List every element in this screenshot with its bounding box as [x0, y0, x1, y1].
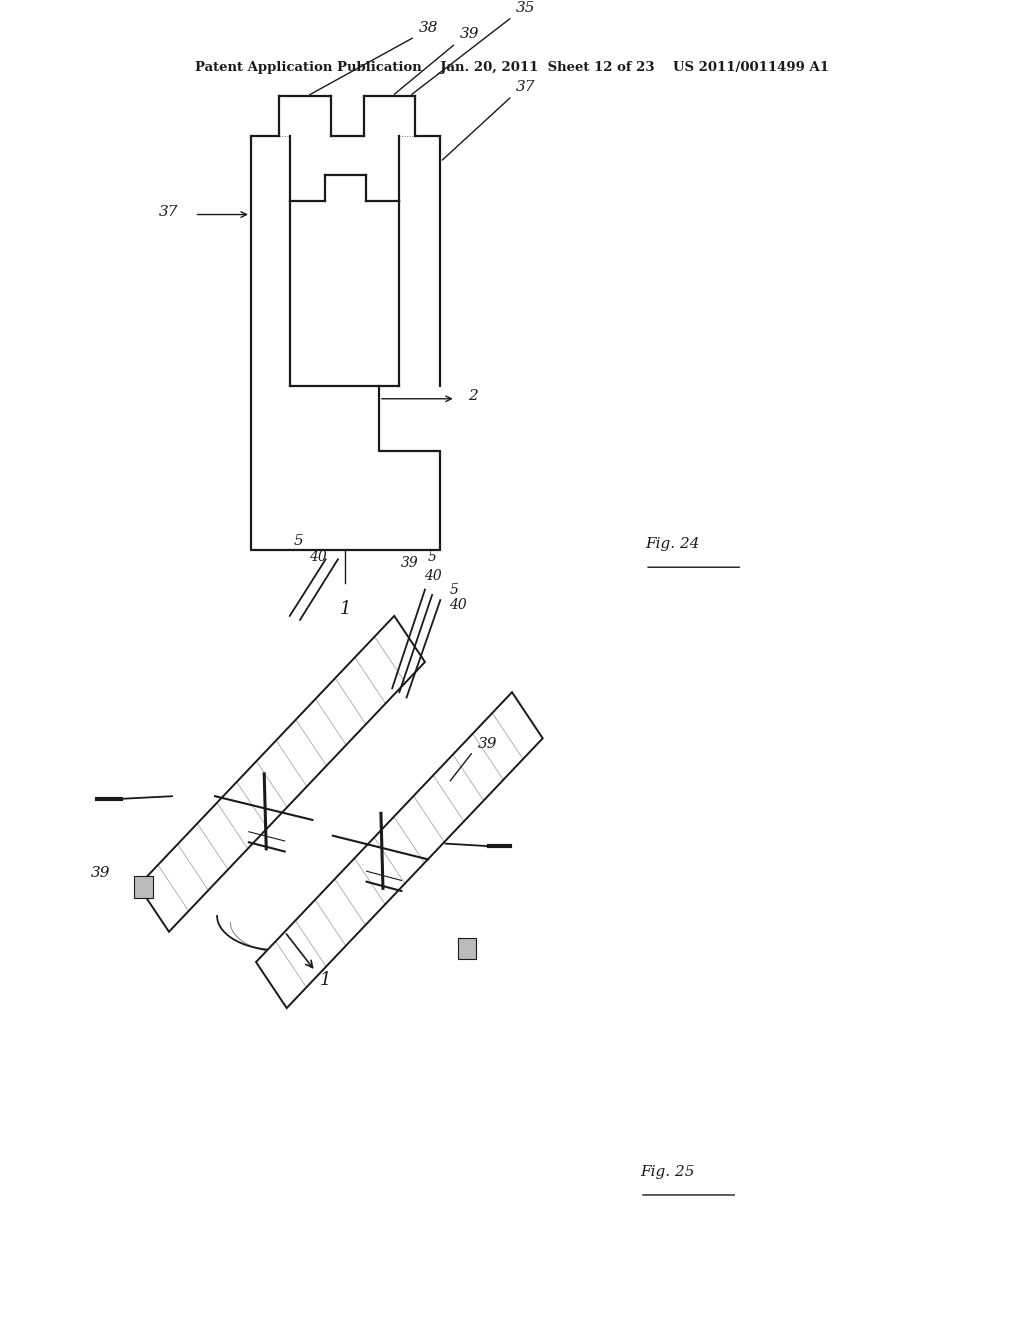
Text: Fig. 25: Fig. 25 — [640, 1164, 694, 1179]
Bar — [458, 939, 476, 960]
Text: 38: 38 — [419, 21, 439, 34]
Text: 2: 2 — [468, 389, 478, 403]
Text: 39: 39 — [90, 866, 111, 879]
Text: 1: 1 — [319, 972, 332, 990]
Polygon shape — [256, 692, 543, 1008]
Text: 35: 35 — [515, 1, 536, 15]
Text: 5: 5 — [428, 549, 436, 564]
Text: 5: 5 — [294, 533, 304, 548]
Text: Patent Application Publication    Jan. 20, 2011  Sheet 12 of 23    US 2011/00114: Patent Application Publication Jan. 20, … — [195, 61, 829, 74]
Text: 39: 39 — [400, 556, 419, 570]
Text: 37: 37 — [159, 205, 179, 219]
Text: 39: 39 — [477, 737, 498, 751]
Text: Fig. 24: Fig. 24 — [645, 537, 699, 550]
Text: 5: 5 — [450, 582, 458, 597]
Text: 40: 40 — [449, 598, 467, 612]
Text: 1: 1 — [339, 601, 351, 618]
Text: 40: 40 — [308, 549, 327, 564]
Text: 39: 39 — [460, 28, 480, 41]
Text: 40: 40 — [424, 569, 442, 583]
Text: 37: 37 — [515, 81, 536, 94]
Bar — [134, 876, 153, 898]
